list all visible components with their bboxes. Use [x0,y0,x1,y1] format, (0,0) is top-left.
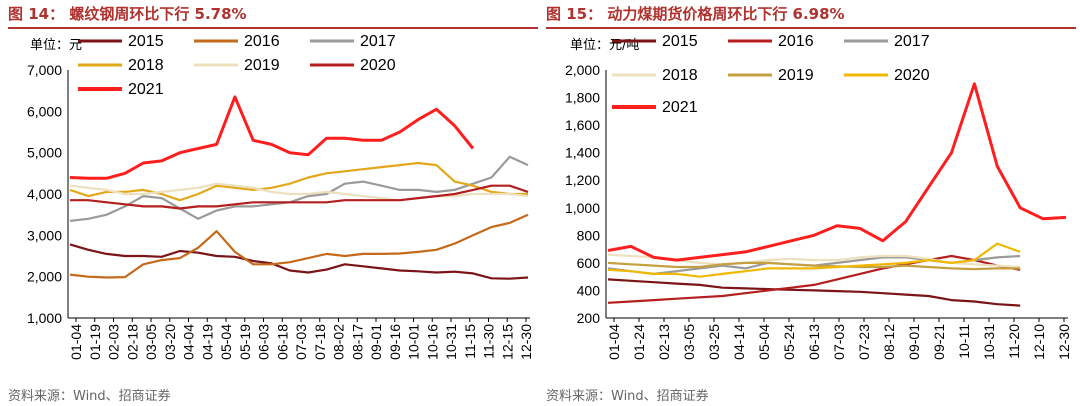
x-tick-label: 07-03 [831,324,847,360]
x-tick-label: 11-15 [462,324,478,359]
x-tick-label: 12-30 [1056,324,1072,360]
x-tick-label: 10-01 [406,324,422,360]
x-tick-label: 03-05 [143,324,159,360]
y-tick-label: 5,000 [27,145,62,161]
x-tick-label: 07-23 [856,324,872,360]
y-tick-label: 7,000 [27,62,62,78]
legend-label-2017: 2017 [360,33,396,50]
title-rule [8,27,538,29]
series-line-2016 [607,254,1021,304]
chart-title: 图 14： 螺纹钢周环比下行 5.78% [8,5,247,23]
x-tick-label: 01-24 [631,324,647,360]
title-rule [546,27,1076,29]
x-tick-label: 05-04 [218,324,234,360]
y-tick-label: 400 [577,282,601,298]
legend-label-2020: 2020 [360,57,396,74]
x-tick-label: 04-04 [181,324,197,360]
chart-title: 图 15： 动力煤期货价格周环比下行 6.98% [546,5,845,23]
legend-label-2016: 2016 [778,33,814,50]
x-tick-label: 12-30 [518,324,534,360]
x-tick-label: 03-05 [681,324,697,360]
x-tick-label: 11-20 [1006,324,1022,359]
y-tick-label: 2,000 [27,269,62,285]
x-tick-label: 06-13 [806,324,822,360]
y-tick-label: 600 [577,255,601,271]
x-tick-label: 03-20 [162,324,178,360]
x-tick-label: 04-19 [199,324,215,360]
coal-line-chart: 200 400 600 800 1,000 1,200 1,400 1,600 1,800 2,0… [565,33,1072,360]
series-line-2018 [69,161,528,202]
legend-label-2017: 2017 [894,33,930,50]
y-tick-label: 2,000 [565,62,600,78]
legend-label-2019: 2019 [244,57,280,74]
x-tick-label: 09-01 [368,324,384,360]
x-tick-label: 10-16 [424,324,440,360]
series-line-2015 [69,243,529,280]
x-tick-label: 08-12 [881,324,897,360]
x-tick-label: 05-19 [237,324,253,360]
x-tick-label: 01-04 [68,324,84,360]
y-tick-label: 1,600 [565,117,600,133]
y-tick-label: 3,000 [27,227,62,243]
x-tick-label: 03-25 [706,324,722,360]
legend-label-2015: 2015 [128,33,164,50]
x-tick-label: 09-16 [387,324,403,360]
rebar-line-chart: 1,000 2,000 3,000 4,000 5,000 6,000 7,000 01-04… [27,33,534,360]
x-tick-label: 02-18 [124,324,140,360]
series-line-2020 [70,184,529,210]
x-tick-label: 01-19 [87,324,103,360]
chart-source: 资料来源：Wind、招商证券 [8,389,171,404]
y-tick-label: 200 [577,310,601,326]
x-tick-label: 12-15 [499,324,515,360]
x-tick-label: 12-10 [1031,324,1047,360]
x-tick-label: 10-11 [956,324,972,359]
y-tick-label: 1,000 [565,200,600,216]
x-tick-label: 05-24 [781,324,797,360]
series-line-2021 [69,95,475,180]
x-tick-label: 07-18 [312,324,328,360]
series-line-2016 [69,213,529,279]
legend-label-2015: 2015 [662,33,698,50]
x-tick-label: 10-31 [443,324,459,360]
x-tick-label: 09-21 [931,324,947,360]
x-tick-label: 09-01 [906,324,922,360]
x-tick-label: 08-17 [349,324,365,360]
y-tick-label: 6,000 [27,103,62,119]
x-tick-label: 02-13 [656,324,672,360]
chart-panel-coal: 图 15： 动力煤期货价格周环比下行 6.98% 200 400 600 800 1,0… [546,0,1076,406]
legend-label-2018: 2018 [662,67,698,84]
y-tick-label: 1,800 [565,90,600,106]
x-tick-label: 07-03 [293,324,309,360]
chart-source: 资料来源：Wind、招商证券 [546,389,709,404]
series-line-2020 [607,242,1021,278]
x-tick-label: 01-04 [606,324,622,360]
series-line-2019 [607,261,1021,271]
x-tick-label: 06-18 [274,324,290,360]
y-tick-label: 4,000 [27,186,62,202]
chart-panel-rebar: 图 14： 螺纹钢周环比下行 5.78% 1,000 2,000 3,000 4,00… [8,0,538,406]
y-tick-label: 1,200 [565,172,600,188]
series-line-2019 [69,182,529,202]
legend-label-2018: 2018 [128,57,164,74]
legend-label-2016: 2016 [244,33,280,50]
y-tick-label: 800 [577,227,601,243]
x-tick-label: 11-30 [481,324,497,359]
y-tick-label: 1,000 [27,310,62,326]
legend-label-2021: 2021 [662,99,698,116]
y-tick-label: 1,400 [565,145,600,161]
x-tick-label: 05-04 [756,324,772,360]
x-tick-label: 08-02 [331,324,347,360]
x-tick-label: 06-03 [256,324,272,360]
legend-label-2020: 2020 [894,67,930,84]
unit-label: 单位：元 [30,38,82,53]
legend-label-2021: 2021 [128,81,164,98]
x-tick-label: 02-03 [106,324,122,360]
series-line-2015 [607,278,1021,307]
x-tick-label: 10-31 [981,324,997,360]
x-tick-label: 04-14 [731,324,747,360]
legend-label-2019: 2019 [778,67,814,84]
series-line-2017 [69,155,529,222]
series-line-2021 [607,82,1067,262]
